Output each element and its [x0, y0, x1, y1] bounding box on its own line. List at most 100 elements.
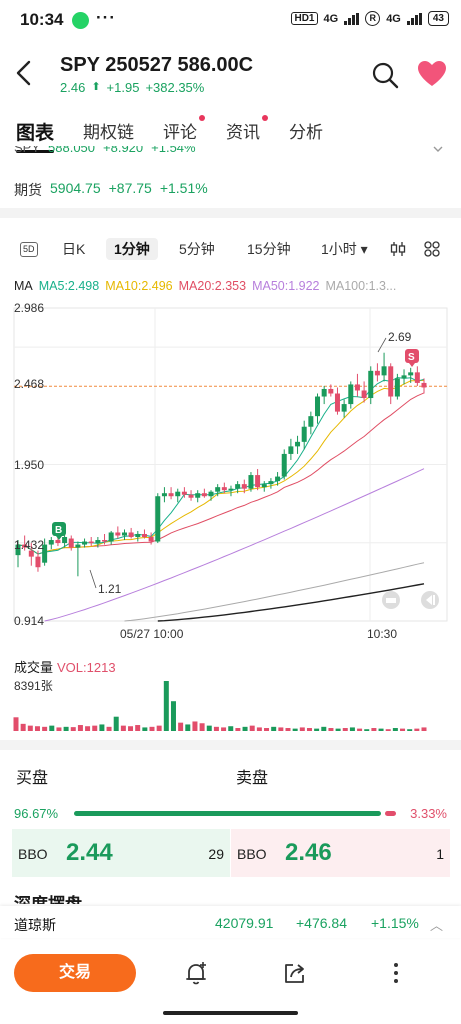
- depth-title: 深度摆盘: [14, 890, 82, 904]
- trade-button[interactable]: 交易: [14, 954, 136, 992]
- low-annotation: 1.21: [98, 582, 122, 596]
- volume-bar: [42, 726, 48, 731]
- volume-bar: [292, 728, 298, 731]
- candle: [281, 449, 287, 480]
- volume-bar: [70, 727, 76, 731]
- index-ticker-bar[interactable]: 道琼斯 42079.91 +476.84 +1.15% ︿: [0, 906, 461, 938]
- tab-option-chain[interactable]: 期权链: [83, 123, 135, 142]
- candle: [408, 367, 414, 383]
- volume-bar: [49, 725, 55, 731]
- candle: [361, 381, 367, 403]
- search-icon[interactable]: [370, 60, 400, 90]
- volume-bar: [221, 727, 227, 731]
- volume-bar: [92, 725, 98, 731]
- share-icon[interactable]: [282, 960, 308, 986]
- network-4g-1: 4G: [323, 12, 339, 25]
- buy-marker[interactable]: B: [52, 522, 66, 540]
- timeframe-15min[interactable]: 15分钟: [247, 241, 291, 257]
- home-indicator[interactable]: [163, 1011, 298, 1015]
- volume-bar: [342, 728, 348, 731]
- candle: [22, 535, 28, 551]
- more-notifications: ···: [96, 8, 116, 27]
- chevron-up-icon[interactable]: ︿: [430, 918, 444, 933]
- timeframe-5min[interactable]: 5分钟: [179, 241, 215, 257]
- candle: [421, 378, 427, 394]
- volume-max-label: 8391张: [14, 679, 53, 693]
- unread-dot: [262, 115, 269, 121]
- volume-bar: [192, 721, 198, 731]
- candle: [255, 469, 261, 491]
- jump-latest-icon[interactable]: [421, 591, 439, 609]
- candle: [341, 399, 347, 418]
- candle: [141, 529, 147, 539]
- bid-side-label: 买盘: [16, 770, 49, 787]
- moving-average-legend[interactable]: MA MA5:2.498 MA10:2.496 MA20:2.353 MA50:…: [14, 279, 444, 293]
- volume-bar: [170, 701, 176, 731]
- futures-change: +87.75: [108, 180, 152, 196]
- volume-bar: [249, 725, 255, 731]
- candle: [215, 484, 221, 497]
- candle: [308, 411, 314, 435]
- sell-marker[interactable]: S: [405, 349, 419, 367]
- volume-bar: [163, 681, 169, 731]
- ma-line: [44, 468, 425, 622]
- depth-section-header[interactable]: 深度摆盘: [14, 890, 448, 904]
- volume-bar: [407, 729, 413, 731]
- bid-ratio-bar: [74, 811, 382, 816]
- favorite-heart-icon[interactable]: [417, 60, 447, 88]
- bbo-label: BBO: [18, 846, 48, 862]
- volume-bar: [106, 726, 112, 731]
- page-title: SPY 250527 586.00C: [60, 54, 254, 76]
- reset-zoom-icon[interactable]: [382, 591, 400, 609]
- candle: [108, 530, 114, 545]
- candle: [135, 530, 141, 542]
- volume-bar: [63, 726, 69, 731]
- candlestick-chart[interactable]: 2.986 2.468 1.950 1.432 0.914 05/27 10:0…: [0, 298, 461, 646]
- more-vertical-icon[interactable]: [386, 960, 406, 986]
- ask-qty: 1: [436, 846, 444, 862]
- up-arrow-icon: ⬆: [91, 81, 101, 93]
- back-arrow-icon[interactable]: [12, 58, 38, 88]
- candle: [102, 533, 108, 545]
- timeframe-1min[interactable]: 1分钟: [106, 238, 158, 260]
- timeframe-1hour[interactable]: 1小时 ▾: [321, 241, 368, 257]
- timeframe-day[interactable]: 日K: [62, 241, 86, 257]
- ask-ratio-bar: [385, 811, 396, 816]
- tab-analysis[interactable]: 分析: [289, 123, 324, 142]
- bid-ratio: 96.67%: [14, 806, 59, 821]
- candle: [15, 540, 21, 568]
- candle: [275, 472, 281, 486]
- candle: [28, 543, 34, 566]
- chevron-down-icon[interactable]: [433, 146, 443, 154]
- volume-bar: [256, 727, 262, 731]
- tab-news[interactable]: 资讯: [226, 115, 269, 145]
- tab-chart[interactable]: 图表: [16, 118, 55, 153]
- volume-chart[interactable]: 8391张: [0, 676, 461, 734]
- tab-comments[interactable]: 评论: [163, 115, 206, 145]
- volume-bar: [271, 726, 277, 731]
- volume-bar: [264, 728, 270, 731]
- timeframe-5d[interactable]: 5D: [20, 242, 38, 257]
- candle: [288, 438, 294, 460]
- volume-bar: [357, 728, 363, 731]
- svg-text:B: B: [55, 525, 62, 536]
- network-4g-2: 4G: [386, 12, 401, 25]
- candle-style-icon[interactable]: [390, 241, 406, 257]
- candle: [48, 537, 54, 550]
- price-alert-bell-icon[interactable]: [183, 960, 209, 986]
- volume-bar: [421, 727, 427, 731]
- candle: [201, 488, 207, 498]
- volume-bar: [278, 727, 284, 731]
- underlying-quote-row[interactable]: SPY 588.050 +8.920 +1.54%: [14, 146, 445, 160]
- index-pct: +1.15%: [371, 915, 419, 931]
- indicators-grid-icon[interactable]: [424, 241, 440, 257]
- ma10-value: MA10:2.496: [105, 279, 173, 293]
- candle: [414, 366, 420, 386]
- volume-bar: [228, 726, 234, 731]
- status-time: 10:34: [20, 10, 64, 29]
- ma-line: [17, 376, 425, 555]
- candle: [62, 533, 68, 548]
- volume-bar: [27, 725, 33, 731]
- high-annotation: 2.69: [388, 330, 412, 344]
- volume-bars: [13, 681, 427, 731]
